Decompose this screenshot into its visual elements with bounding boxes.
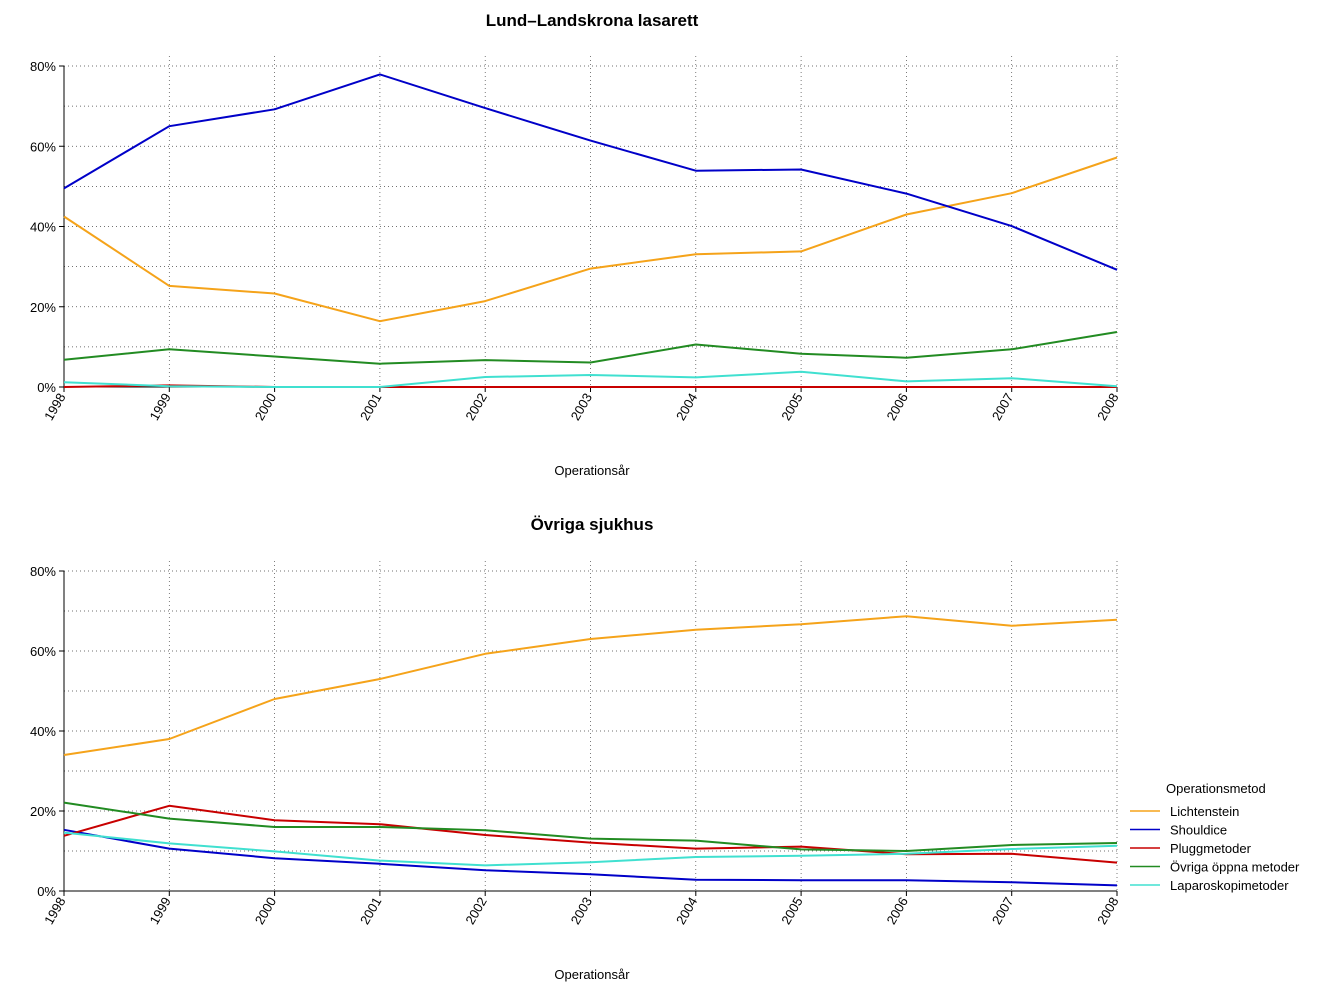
y-tick-label: 20% xyxy=(30,300,56,315)
x-tick-label: 2001 xyxy=(357,894,384,927)
legend-item: Övriga öppna metoder xyxy=(1170,860,1300,875)
x-tick-label: 2006 xyxy=(884,390,911,423)
x-axis-label: Operationsår xyxy=(554,967,630,982)
legend-item: Shouldice xyxy=(1170,823,1227,838)
y-tick-label: 80% xyxy=(30,564,56,579)
series-line-lichtenstein xyxy=(63,156,1118,323)
x-tick-label: 2007 xyxy=(989,894,1016,927)
legend: Operationsmetod Lichtenstein Shouldice Plu… xyxy=(1130,781,1300,893)
x-tick-label: 1998 xyxy=(41,894,68,927)
y-tick-label: 0% xyxy=(37,380,56,395)
y-tick-label: 20% xyxy=(30,804,56,819)
legend-item: Laparoskopimetoder xyxy=(1170,878,1289,893)
panel-lund-landskrona: Lund–Landskrona lasarett Operationsår 0%… xyxy=(30,11,1122,478)
y-tick-label: 40% xyxy=(30,220,56,235)
x-tick-label: 2006 xyxy=(884,894,911,927)
legend-title: Operationsmetod xyxy=(1166,781,1266,796)
chart-title: Övriga sjukhus xyxy=(531,515,654,534)
series-line--vriga-ppna-metoder xyxy=(63,331,1118,365)
y-tick-label: 40% xyxy=(30,724,56,739)
x-tick-label: 2002 xyxy=(462,390,489,423)
x-tick-label: 2004 xyxy=(673,390,700,423)
x-tick-label: 2001 xyxy=(357,390,384,423)
legend-item: Pluggmetoder xyxy=(1170,841,1252,856)
x-tick-label: 2005 xyxy=(778,894,805,927)
x-tick-label: 2003 xyxy=(568,390,595,423)
y-tick-label: 60% xyxy=(30,139,56,154)
x-tick-label: 2005 xyxy=(778,390,805,423)
x-tick-label: 2008 xyxy=(1094,894,1121,927)
legend-item: Lichtenstein xyxy=(1170,804,1239,819)
chart-title: Lund–Landskrona lasarett xyxy=(486,11,699,30)
series-line--vriga-ppna-metoder xyxy=(63,801,1118,852)
x-tick-label: 2008 xyxy=(1094,390,1121,423)
series-line-laparoskopimetoder xyxy=(63,370,1118,388)
series-line-shouldice xyxy=(63,828,1118,887)
x-tick-label: 2000 xyxy=(252,390,279,423)
series-line-laparoskopimetoder xyxy=(63,831,1118,867)
x-tick-label: 2000 xyxy=(252,894,279,927)
x-tick-label: 1998 xyxy=(41,390,68,423)
series-line-lichtenstein xyxy=(63,615,1118,756)
x-tick-label: 2007 xyxy=(989,390,1016,423)
panel-ovriga-sjukhus: Övriga sjukhus Operationsår 0% 20% 40% 60% 8… xyxy=(30,515,1122,982)
x-tick-label: 1999 xyxy=(146,390,173,423)
x-tick-label: 2004 xyxy=(673,894,700,927)
y-tick-label: 60% xyxy=(30,644,56,659)
x-tick-label: 1999 xyxy=(146,894,173,927)
x-tick-label: 2002 xyxy=(462,894,489,927)
y-tick-label: 80% xyxy=(30,59,56,74)
x-tick-label: 2003 xyxy=(568,894,595,927)
x-axis-label: Operationsår xyxy=(554,463,630,478)
series-line-pluggmetoder xyxy=(63,804,1118,864)
series-line-shouldice xyxy=(63,73,1118,271)
y-tick-label: 0% xyxy=(37,884,56,899)
